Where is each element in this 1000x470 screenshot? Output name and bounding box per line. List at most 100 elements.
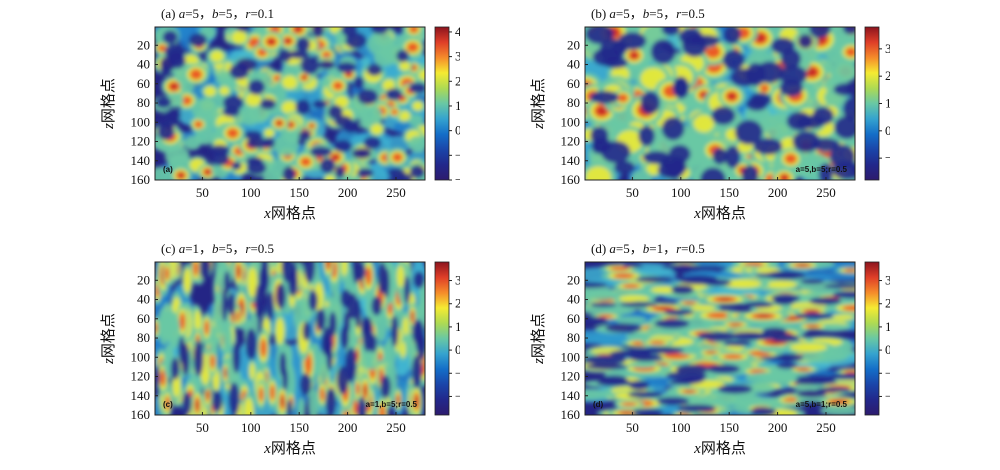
colorbar-tick-label: 3	[455, 49, 460, 64]
y-tick-label: 120	[131, 134, 151, 149]
colorbar-tick-label: 4	[455, 24, 460, 39]
colorbar-tick-label: 1	[455, 98, 460, 113]
y-tick-label: 40	[567, 57, 580, 72]
y-tick-label: 20	[567, 272, 580, 287]
colorbar-tick-label: −2	[455, 388, 460, 403]
heatmap-field	[585, 27, 855, 180]
x-tick-label: 50	[626, 420, 639, 435]
colorbar	[864, 261, 880, 416]
y-tick-label: 120	[561, 134, 581, 149]
colorbar	[864, 26, 880, 181]
y-tick-label: 40	[137, 57, 150, 72]
colorbar-tick-label: 0	[455, 123, 460, 138]
colorbar-tick-label: 2	[455, 73, 460, 88]
y-tick-label: 60	[137, 311, 150, 326]
colorbar-tick-label: 0	[455, 342, 460, 357]
y-tick-label: 100	[561, 349, 581, 364]
x-tick-label: 150	[719, 185, 739, 200]
y-tick-label: 160	[131, 407, 151, 422]
y-axis-label: z网格点	[530, 78, 547, 130]
x-tick-label: 100	[671, 420, 691, 435]
x-tick-label: 50	[626, 185, 639, 200]
x-axis-label: x网格点	[693, 205, 746, 222]
colorbar-tick-label: −1	[885, 150, 890, 165]
colorbar-tick-label: −2	[455, 172, 460, 187]
colorbar-tick-label: 3	[885, 273, 890, 288]
inner-panel-label: (a)	[163, 165, 173, 174]
panel-d: (d) a=5，b=1，r=0.5 (d) a=5,b=1;r=0.5 50 100 15…	[430, 235, 930, 470]
colorbar	[434, 261, 450, 416]
panel-title: (d) a=5，b=1，r=0.5	[591, 241, 705, 256]
x-tick-label: 100	[241, 420, 261, 435]
y-tick-label: 80	[567, 330, 580, 345]
colorbar-tick-label: 0	[885, 123, 890, 138]
heatmap-field	[155, 27, 425, 180]
y-tick-label: 160	[561, 172, 581, 187]
inner-param-label: a=5,b=5;r=0.5	[796, 165, 848, 174]
x-tick-label: 100	[241, 185, 261, 200]
colorbar-tick-label: 1	[455, 319, 460, 334]
y-tick-label: 100	[131, 114, 151, 129]
x-tick-label: 150	[289, 185, 309, 200]
y-tick-label: 80	[567, 95, 580, 110]
x-tick-label: 200	[768, 420, 788, 435]
panel-b: (b) a=5，b=5，r=0.5 a=5,b=5;r=0.5 50 100 150 20…	[430, 0, 930, 235]
x-tick-label: 250	[386, 420, 406, 435]
panel-svg: (b) a=5，b=5，r=0.5 a=5,b=5;r=0.5 50 100 150 20…	[530, 6, 890, 222]
colorbar-tick-label: −1	[455, 147, 460, 162]
y-tick-label: 160	[561, 407, 581, 422]
y-tick-label: 140	[561, 153, 581, 168]
x-tick-label: 200	[338, 185, 358, 200]
colorbar-tick-label: 1	[885, 319, 890, 334]
y-axis-label: z网格点	[100, 313, 117, 365]
y-tick-label: 120	[561, 369, 581, 384]
heatmap-field	[585, 262, 855, 415]
y-axis-label: z网格点	[530, 313, 547, 365]
y-tick-label: 20	[137, 272, 150, 287]
colorbar-tick-label: −2	[885, 388, 890, 403]
heatmap-field	[155, 262, 425, 415]
x-tick-label: 150	[719, 420, 739, 435]
panel-title: (b) a=5，b=5，r=0.5	[591, 6, 705, 21]
y-tick-label: 20	[567, 37, 580, 52]
y-tick-label: 120	[131, 369, 151, 384]
panel-svg: (c) a=1，b=5，r=0.5 (c) a=1,b=5;r=0.5 50 100 15…	[100, 241, 460, 457]
y-tick-label: 80	[137, 330, 150, 345]
colorbar-tick-label: −1	[455, 365, 460, 380]
colorbar-tick-label: 3	[455, 273, 460, 288]
y-tick-label: 80	[137, 95, 150, 110]
inner-param-label: a=1,b=5;r=0.5	[366, 400, 418, 409]
y-tick-label: 40	[137, 292, 150, 307]
x-axis-label: x网格点	[263, 205, 316, 222]
x-tick-label: 50	[196, 420, 209, 435]
panel-svg: (a) a=5，b=5，r=0.1(a)50 100 150 200 250204060…	[100, 6, 460, 222]
colorbar-tick-label: 0	[885, 342, 890, 357]
x-tick-label: 100	[671, 185, 691, 200]
x-axis-label: x网格点	[693, 440, 746, 457]
x-axis-label: x网格点	[263, 440, 316, 457]
y-tick-label: 20	[137, 37, 150, 52]
y-tick-label: 140	[131, 153, 151, 168]
y-tick-label: 100	[131, 349, 151, 364]
y-tick-label: 100	[561, 114, 581, 129]
y-axis-label: z网格点	[100, 78, 117, 130]
x-tick-label: 50	[196, 185, 209, 200]
colorbar-tick-label: 1	[885, 96, 890, 111]
y-tick-label: 140	[561, 388, 581, 403]
x-tick-label: 150	[289, 420, 309, 435]
y-tick-label: 140	[131, 388, 151, 403]
y-tick-label: 40	[567, 292, 580, 307]
inner-panel-label: (c)	[163, 400, 173, 409]
x-tick-label: 250	[816, 420, 836, 435]
inner-param-label: a=5,b=1;r=0.5	[796, 400, 848, 409]
y-tick-label: 160	[131, 172, 151, 187]
x-tick-label: 200	[338, 420, 358, 435]
x-tick-label: 200	[768, 185, 788, 200]
panel-svg: (d) a=5，b=1，r=0.5 (d) a=5,b=1;r=0.5 50 100 15…	[530, 241, 890, 457]
x-tick-label: 250	[386, 185, 406, 200]
panel-title: (c) a=1，b=5，r=0.5	[161, 241, 274, 256]
inner-panel-label: (d)	[593, 400, 604, 409]
panel-a: (a) a=5，b=5，r=0.1 (a) 50 100 150 200 250 20 40 60…	[0, 0, 500, 235]
panel-title: (a) a=5，b=5，r=0.1	[161, 6, 274, 21]
colorbar-tick-label: 2	[885, 296, 890, 311]
